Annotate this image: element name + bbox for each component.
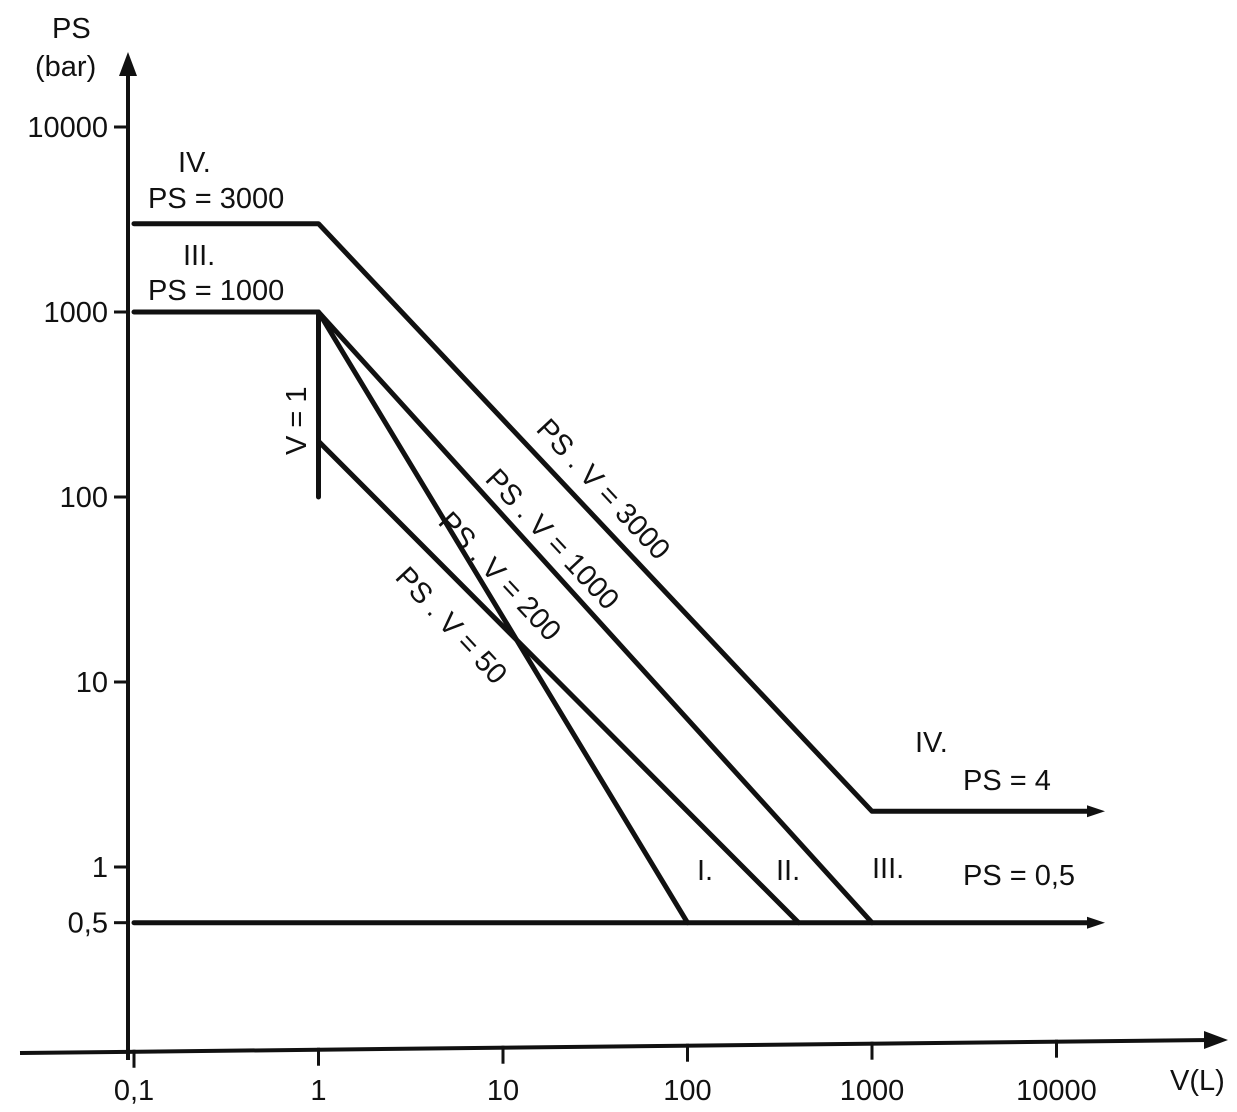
annotation-ps-0-5: PS = 0,5: [963, 860, 1075, 892]
annotation-category-i: I.: [697, 855, 713, 887]
annotation-v-eq-1: V = 1: [281, 386, 313, 455]
x-axis: [19, 1038, 1211, 1055]
x-axis-arrow: [1204, 1031, 1228, 1049]
series-line-ps-v-200: [316, 438, 802, 926]
series-line-ps-v-1000: [131, 309, 875, 926]
x-tick-label: 10000: [1016, 1075, 1097, 1107]
series-line-ps-v-3000: [131, 221, 1092, 814]
y-tick-label: 100: [60, 482, 108, 514]
x-tick-label: 1000: [840, 1075, 905, 1107]
y-axis-title-line2: (bar): [35, 51, 96, 83]
axis-ticks: 0,5 1 10 100 1000 10000 0,1 1 10 100 1000 10000: [27, 112, 1096, 1107]
y-axis-title-line1: PS: [52, 13, 91, 45]
annotation-ps-3000: PS = 3000: [148, 183, 284, 215]
y-tick-label: 0,5: [68, 908, 108, 940]
y-tick-label: 1000: [43, 297, 108, 329]
y-tick-label: 10: [76, 667, 108, 699]
x-tick-label: 100: [663, 1075, 711, 1107]
y-tick-label: 1: [92, 852, 108, 884]
annotation-ps-4: PS = 4: [963, 765, 1051, 797]
y-tick-label: 10000: [27, 112, 108, 144]
annotation-ps-1000: PS = 1000: [148, 275, 284, 307]
x-axis-title: V(L): [1170, 1065, 1225, 1097]
ps-0-5-arrowhead: [1086, 916, 1105, 929]
annotation-category-ii: II.: [776, 855, 800, 887]
y-axis-arrow: [119, 52, 137, 76]
ps-4-arrowhead: [1086, 805, 1105, 818]
x-tick-label: 0,1: [114, 1075, 154, 1107]
annotation-iv-right: IV.: [915, 727, 948, 759]
series-group: [131, 221, 1105, 929]
annotation-category-iii: III.: [872, 853, 904, 885]
annotation-iv-top: IV.: [178, 147, 211, 179]
series-line-ps-v-50: [316, 309, 690, 926]
x-tick-label: 1: [310, 1075, 326, 1107]
annotation-iii-top: III.: [183, 240, 215, 272]
x-tick-label: 10: [487, 1075, 519, 1107]
